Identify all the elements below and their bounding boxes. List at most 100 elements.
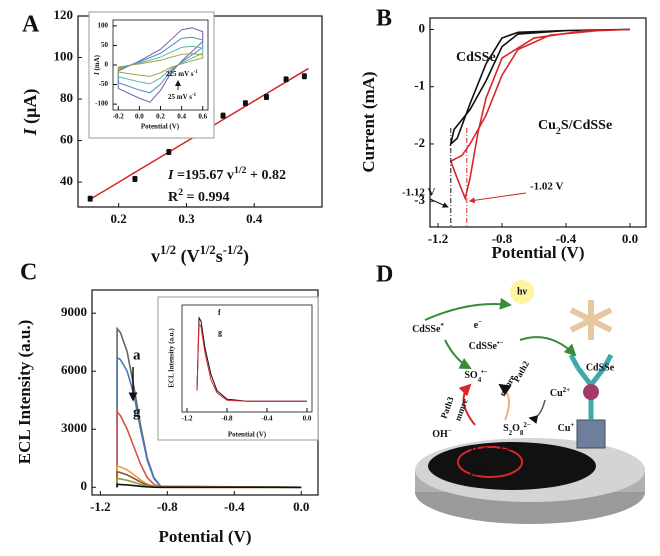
scheme-label-part: * [440, 322, 444, 330]
panel-letter: D [376, 262, 393, 288]
scheme-label: SO4•− [464, 368, 487, 384]
y-tick-label: 80 [60, 90, 73, 105]
y-tick-label: 0 [81, 478, 88, 493]
y-tick-label: -3 [414, 192, 425, 207]
scheme-label: CdSSe [586, 362, 615, 373]
series-line [196, 323, 307, 402]
annotation-part: 2 [178, 187, 183, 198]
scheme-label-part: CdSSe [412, 324, 441, 335]
y-tick-label: 0 [419, 20, 426, 35]
series-line [449, 28, 631, 202]
y-axis-label-part: (μA) [20, 89, 41, 129]
annotation-part: + 0.82 [246, 168, 285, 183]
scheme-label-part: 2+ [563, 386, 571, 394]
panel-letter: B [376, 6, 392, 32]
scheme-label-part: H [470, 446, 478, 457]
x-axis-label: Potential (V) [491, 243, 584, 262]
series-label-part: S/CdSSe [561, 118, 612, 133]
x-tick-label: -0.8 [221, 415, 233, 423]
series-line [117, 27, 204, 103]
y-axis-label-part: I [93, 72, 101, 76]
series-label: Cu2S/CdSSe [538, 118, 612, 137]
x-tick-label: -0.8 [157, 499, 178, 514]
point [220, 113, 226, 119]
scheme-label: CdSSe•− [469, 339, 504, 353]
marker-label: -1.12 V [402, 187, 435, 199]
x-axis-label: Potential (V) [228, 431, 267, 439]
x-tick-label: -0.4 [224, 499, 245, 514]
scheme-label-part: 2 [478, 452, 482, 460]
annotation: 25 mV s-1 [168, 93, 197, 101]
series-line [116, 409, 302, 489]
x-axis-label-part: ) [243, 246, 249, 267]
scheme-label-part: •− [481, 368, 487, 376]
y-axis-label: ECL Intensity (a.u.) [15, 320, 34, 465]
y-tick-label: 100 [98, 21, 109, 29]
annotation-part: R [168, 190, 179, 205]
plot-frame [112, 19, 209, 111]
scheme-label-part: In [470, 467, 480, 478]
x-tick-label: 0.2 [156, 113, 165, 121]
scheme-label-part: − [448, 427, 452, 435]
x-tick-label: -0.4 [261, 415, 273, 423]
x-tick-label: -0.4 [556, 231, 577, 246]
scheme-label: OH− [432, 427, 452, 441]
point [132, 176, 138, 182]
y-tick-label: -2 [414, 135, 425, 150]
x-tick-label: 0.2 [111, 211, 127, 226]
panel-letter: A [22, 12, 40, 38]
y-axis-label: I (mA) [93, 54, 101, 76]
marker-arrow [429, 198, 449, 208]
x-tick-label: -0.8 [492, 231, 513, 246]
scheme-label-part: e [474, 320, 479, 331]
point [87, 196, 93, 202]
x-tick-label: 0.3 [178, 211, 195, 226]
point [242, 100, 248, 106]
x-tick-label: 0.0 [622, 231, 638, 246]
x-tick-label: 0.0 [293, 499, 309, 514]
series-label: CdSSe [456, 50, 496, 65]
series-label-part: Cu [538, 118, 556, 133]
annotation-part: = 0.994 [183, 190, 229, 205]
y-tick-label: -50 [99, 80, 109, 88]
plot-frame [429, 17, 647, 228]
scheme-label: CdSSe* [412, 322, 444, 336]
x-tick-label: 0.0 [303, 415, 312, 423]
scheme-label-part: CdSSe [469, 341, 498, 352]
annotation-part: 1/2 [234, 165, 247, 176]
scheme-label-part: + [570, 421, 574, 429]
scheme-art [415, 280, 645, 524]
series-line [116, 356, 302, 489]
scheme-label-part: •− [497, 339, 503, 347]
x-tick-label: -0.2 [113, 113, 125, 121]
y-tick-label: 3000 [61, 420, 87, 435]
x-axis-label: Potential (V) [141, 123, 180, 131]
scheme-label: hν [517, 286, 528, 297]
scheme-label-part: Cu [558, 423, 571, 434]
y-tick-label: 0 [105, 61, 109, 69]
x-axis-label-part: (V [176, 246, 200, 267]
y-tick-label: 100 [54, 49, 74, 64]
y-tick-label: -1 [414, 78, 425, 93]
scheme-label-part: − [478, 318, 482, 326]
scheme-label-part: SO [464, 370, 478, 381]
y-axis-label-part: I [20, 127, 40, 136]
annotation-part: I [167, 168, 174, 183]
annotation: g [133, 404, 141, 420]
y-axis-label: I (μA) [20, 89, 41, 137]
scheme-label: e− [474, 318, 482, 332]
annotation: 225 mV s-1 [166, 70, 198, 78]
series-line [116, 483, 302, 489]
x-axis-label-part: 1/2 [160, 243, 176, 257]
x-tick-label: -1.2 [428, 231, 449, 246]
scheme-label-part: In [500, 446, 510, 457]
plot-frame [181, 304, 313, 413]
scheme-label-part: 3+ [509, 444, 517, 452]
series-label: f [218, 308, 221, 317]
x-tick-label: 0.0 [135, 113, 144, 121]
y-tick-label: 6000 [61, 362, 87, 377]
y-axis-label: Current (mA) [359, 71, 378, 172]
x-tick-label: 0.4 [246, 211, 263, 226]
scheme-label: In2+ [470, 465, 487, 479]
